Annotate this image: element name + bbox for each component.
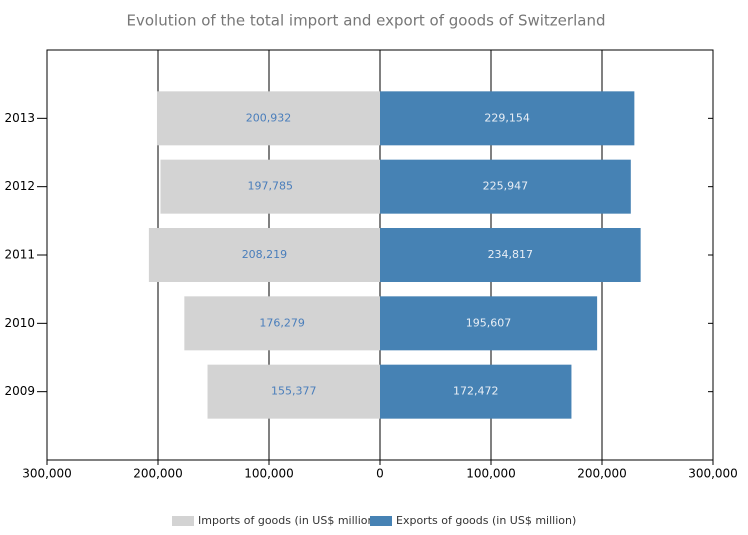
data-label: 176,279 bbox=[259, 316, 305, 329]
data-label: 200,932 bbox=[246, 111, 292, 124]
y-tick-label: 2010 bbox=[4, 316, 35, 330]
bar bbox=[207, 364, 380, 419]
legend-swatch bbox=[370, 516, 392, 526]
x-tick-label: 200,000 bbox=[133, 467, 183, 481]
bar bbox=[380, 364, 572, 419]
x-tick-label: 100,000 bbox=[466, 467, 516, 481]
bar bbox=[380, 159, 631, 214]
bar bbox=[160, 159, 380, 214]
bar bbox=[380, 228, 641, 282]
data-label: 234,817 bbox=[488, 248, 534, 261]
data-label: 197,785 bbox=[247, 180, 293, 193]
x-tick-label: 200,000 bbox=[577, 467, 627, 481]
x-tick-label: 0 bbox=[376, 467, 384, 481]
y-tick-label: 2013 bbox=[4, 111, 35, 125]
bar bbox=[184, 296, 380, 351]
bar bbox=[156, 91, 380, 146]
legend-label: Exports of goods (in US$ million) bbox=[396, 514, 576, 527]
bar bbox=[148, 228, 380, 282]
x-tick-label: 300,000 bbox=[688, 467, 738, 481]
x-tick-label: 300,000 bbox=[22, 467, 72, 481]
data-label: 208,219 bbox=[242, 248, 288, 261]
data-label: 172,472 bbox=[453, 385, 499, 398]
bar bbox=[380, 91, 635, 146]
y-tick-label: 2012 bbox=[4, 179, 35, 193]
legend-label: Imports of goods (in US$ million) bbox=[198, 514, 379, 527]
y-tick-label: 2011 bbox=[4, 248, 35, 262]
data-label: 225,947 bbox=[483, 180, 529, 193]
y-tick-label: 2009 bbox=[4, 384, 35, 398]
bar bbox=[380, 296, 598, 351]
data-label: 155,377 bbox=[271, 385, 317, 398]
legend-swatch bbox=[172, 516, 194, 526]
data-label: 195,607 bbox=[466, 316, 512, 329]
x-tick-label: 100,000 bbox=[244, 467, 294, 481]
chart-title: Evolution of the total import and export… bbox=[127, 12, 606, 30]
data-label: 229,154 bbox=[484, 111, 530, 124]
